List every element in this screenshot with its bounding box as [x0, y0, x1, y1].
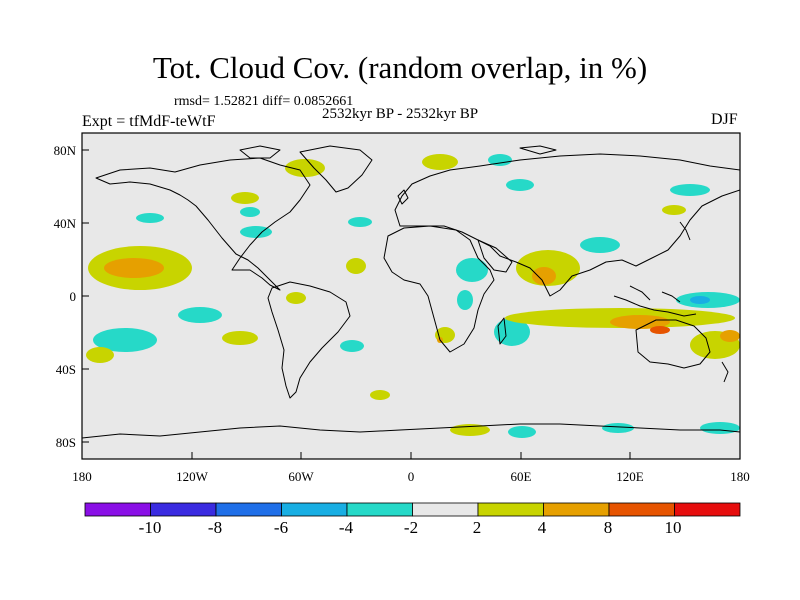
lon-label-0: 0 — [408, 469, 415, 484]
experiment-label: Expt = tfMdF-teWtF — [82, 113, 216, 130]
colorbar-label: 2 — [473, 518, 482, 537]
colorbar-label: -2 — [404, 518, 418, 537]
colorbar-label: -6 — [274, 518, 288, 537]
lon-label-180w: 180 — [72, 469, 92, 484]
lon-label-120e: 120E — [616, 469, 644, 484]
colorbar-label: 8 — [604, 518, 613, 537]
stats-label: rmsd= 1.52821 diff= 0.0852661 — [174, 94, 354, 109]
colorbar-swatch — [150, 502, 217, 517]
colorbar-labels: -10 -8 -6 -4 -2 2 4 8 10 — [139, 518, 682, 537]
period-label: 2532kyr BP - 2532kyr BP — [322, 106, 479, 122]
colorbar-label: -10 — [139, 518, 162, 537]
colorbar — [84, 502, 741, 517]
colorbar-label: -8 — [208, 518, 222, 537]
lon-label-60w: 60W — [288, 469, 314, 484]
chart-title: Tot. Cloud Cov. (random overlap, in %) — [152, 50, 648, 85]
colorbar-swatch — [412, 502, 479, 517]
lon-label-60e: 60E — [511, 469, 532, 484]
colorbar-label: 10 — [665, 518, 682, 537]
colorbar-label: 4 — [538, 518, 547, 537]
colorbar-swatch — [281, 502, 348, 517]
longitude-labels: 180 120W 60W 0 60E 120E 180 — [72, 469, 750, 484]
colorbar-swatch — [84, 502, 151, 517]
colorbar-swatch — [543, 502, 610, 517]
lat-label-80s: 80S — [56, 435, 76, 450]
lon-label-120w: 120W — [176, 469, 209, 484]
colorbar-swatch — [608, 502, 675, 517]
colorbar-swatch — [215, 502, 282, 517]
colorbar-swatch — [674, 502, 741, 517]
lat-label-40s: 40S — [56, 362, 76, 377]
colorbar-swatch — [477, 502, 544, 517]
lat-label-40n: 40N — [54, 216, 77, 231]
coastlines — [82, 145, 740, 439]
colorbar-label: -4 — [339, 518, 354, 537]
colorbar-swatch — [346, 502, 413, 517]
lat-label-80n: 80N — [54, 143, 77, 158]
lon-label-180e: 180 — [730, 469, 750, 484]
lat-label-0: 0 — [70, 289, 77, 304]
latitude-labels: 80N 40N 0 40S 80S — [54, 143, 77, 450]
map-background — [82, 133, 740, 459]
season-label: DJF — [711, 111, 738, 128]
axis-ticks — [81, 149, 741, 459]
